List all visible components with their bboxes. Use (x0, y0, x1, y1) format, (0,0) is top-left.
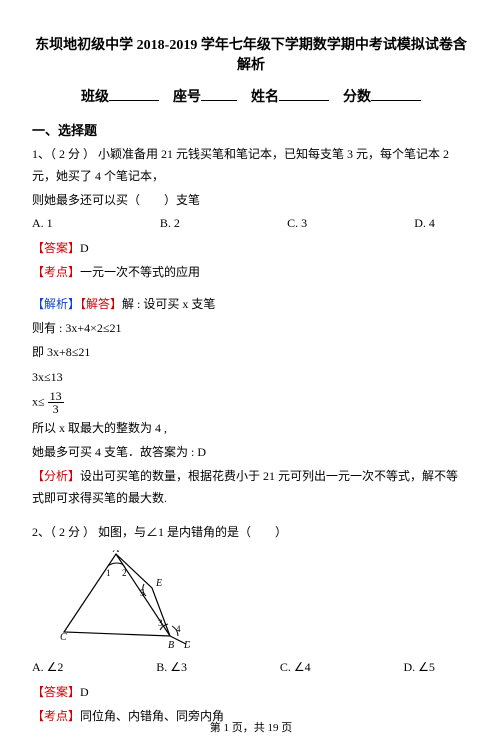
q1-step6: 她最多可买 4 支笔．故答案为 : D (32, 441, 470, 463)
q2-options: A. ∠2 B. ∠3 C. ∠4 D. ∠5 (32, 660, 435, 675)
label-c: C (60, 632, 67, 643)
name-blank (279, 86, 329, 101)
answer-label: 【答案】 (32, 685, 80, 699)
q1-option-a: A. 1 (32, 216, 53, 231)
q1-answer: 【答案】D (32, 237, 470, 259)
q1-jiexi: 【解析】【解答】解 : 设可买 x 支笔 (32, 293, 470, 315)
angle-5: 5 (140, 588, 145, 598)
q1-option-d: D. 4 (414, 216, 435, 231)
label-e: E (155, 578, 162, 589)
geometry-figure: A C E B D 1 2 5 3 4 (60, 550, 190, 650)
fenxi-label: 【分析】 (32, 469, 80, 483)
polygon (64, 554, 170, 636)
q1-kaodian: 【考点】一元一次不等式的应用 (32, 261, 470, 283)
name-label: 姓名 (251, 90, 279, 105)
class-label: 班级 (81, 90, 109, 105)
jiexi-label: 【解析】 (32, 297, 80, 311)
score-label: 分数 (343, 90, 371, 105)
q1-options: A. 1 B. 2 C. 3 D. 4 (32, 216, 435, 231)
q2-option-b: B. ∠3 (156, 660, 187, 675)
q2-stem: 2、（ 2 分 ） 如图，与∠1 是内错角的是（ ） (32, 521, 470, 543)
q2-option-d: D. ∠5 (404, 660, 435, 675)
q1-step4: x≤ 13 3 (32, 390, 470, 415)
answer-label: 【答案】 (32, 241, 80, 255)
fraction-num: 13 (48, 390, 64, 403)
q1-fenxi: 【分析】设出可买笔的数量，根据花费小于 21 元可列出一元一次不等式，解不等式即… (32, 465, 470, 509)
q2-diagram: A C E B D 1 2 5 3 4 (60, 550, 470, 654)
header-line: 班级 座号 姓名 分数 (32, 86, 470, 106)
seat-blank (201, 86, 237, 101)
fenxi-text: 设出可买笔的数量，根据花费小于 21 元可列出一元一次不等式，解不等式即可求得买… (32, 469, 458, 505)
label-a: A (112, 550, 120, 555)
q1-stem-line2: 则她最多还可以买（ ）支笔 (32, 189, 470, 211)
q1-step3: 3x≤13 (32, 366, 470, 388)
answer-value: D (80, 685, 89, 699)
q2-option-a: A. ∠2 (32, 660, 63, 675)
jiedap-text: 解 : 设可买 x 支笔 (122, 297, 215, 311)
label-b: B (168, 640, 174, 650)
fraction-den: 3 (48, 403, 64, 415)
page-number: 第 1 页，共 19 页 (0, 719, 502, 735)
q2-answer: 【答案】D (32, 681, 470, 703)
q1-option-c: C. 3 (287, 216, 307, 231)
answer-value: D (80, 241, 89, 255)
score-blank (371, 86, 421, 101)
fraction: 13 3 (48, 390, 64, 415)
q1-step4-prefix: x≤ (32, 394, 45, 408)
class-blank (109, 86, 159, 101)
q1-stem-line1: 1、（ 2 分 ） 小颖准备用 21 元钱买笔和笔记本，已知每支笔 3 元，每个… (32, 143, 470, 187)
section-1-heading: 一、选择题 (32, 120, 470, 139)
angle-3: 3 (158, 618, 163, 628)
q1-step2: 即 3x+8≤21 (32, 341, 470, 363)
seat-label: 座号 (173, 90, 201, 105)
q1-step5: 所以 x 取最大的整数为 4 , (32, 417, 470, 439)
kaodian-text: 一元一次不等式的应用 (80, 265, 200, 279)
angle-1: 1 (106, 568, 111, 578)
angle-4: 4 (176, 624, 181, 634)
q1-option-b: B. 2 (160, 216, 180, 231)
q2-option-c: C. ∠4 (280, 660, 311, 675)
kaodian-label: 【考点】 (32, 265, 80, 279)
label-d: D (183, 640, 190, 650)
exam-title: 东坝地初级中学 2018-2019 学年七年级下学期数学期中考试模拟试卷含解析 (32, 34, 470, 74)
jiedap-label: 【解答】 (80, 297, 122, 311)
q1-step1: 则有 : 3x+4×2≤21 (32, 317, 470, 339)
angle-2: 2 (122, 568, 127, 578)
